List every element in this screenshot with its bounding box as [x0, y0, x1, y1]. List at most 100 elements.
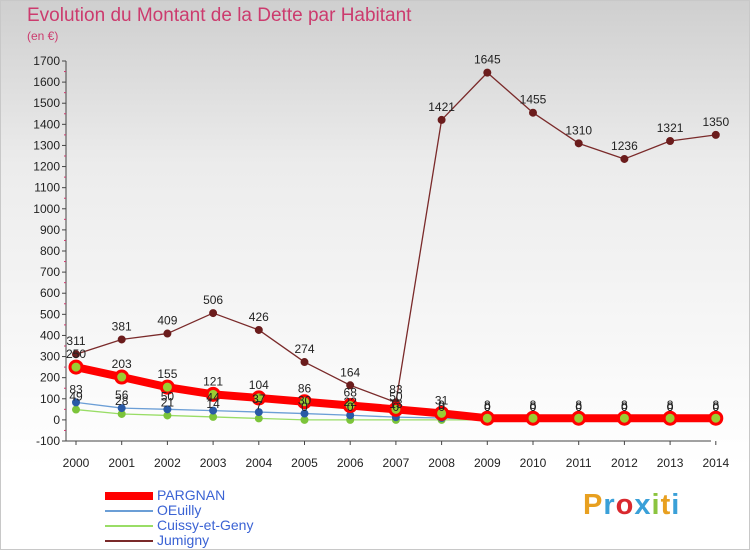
data-label-jumigny: 1310 — [565, 123, 592, 137]
x-tick-label: 2002 — [154, 456, 181, 470]
y-tick-label: 0 — [53, 413, 60, 427]
x-tick-label: 2001 — [108, 456, 135, 470]
data-label-oeuilly: 83 — [69, 382, 83, 396]
data-labels: 250 203 155 121 104 86 68 50 31 8 8 8 8 8 8 83 56 50 44 37 3… — [66, 53, 729, 414]
x-tick-label: 2010 — [520, 456, 547, 470]
data-point-pargnan — [479, 410, 495, 426]
data-label-oeuilly: 37 — [252, 392, 266, 406]
data-label-oeuilly: 0 — [484, 400, 491, 414]
y-tick-label: 700 — [40, 265, 60, 279]
data-label-pargnan: 121 — [203, 374, 223, 388]
legend-swatch — [105, 510, 153, 512]
logo-letter: r — [603, 489, 616, 521]
data-label-jumigny: 164 — [340, 365, 360, 379]
data-label-pargnan: 68 — [344, 386, 358, 400]
data-label-cuissy-et-geny: 0 — [393, 400, 400, 414]
data-label-jumigny: 1321 — [657, 121, 684, 135]
legend-swatch — [105, 540, 153, 542]
logo-letter: P — [583, 489, 604, 521]
data-label-pargnan: 8 — [667, 398, 674, 412]
y-tick-label: 600 — [40, 286, 60, 300]
data-point-jumigny — [72, 350, 80, 359]
data-point-jumigny — [574, 139, 583, 148]
data-label-oeuilly: 44 — [206, 391, 220, 405]
data-point-jumigny — [620, 154, 629, 163]
chart-subtitle: (en €) — [27, 29, 59, 43]
data-point-jumigny — [346, 381, 355, 390]
data-point-oeuilly — [209, 406, 218, 415]
x-tick-label: 2009 — [474, 456, 501, 470]
data-label-oeuilly: 50 — [161, 389, 175, 403]
data-label-cuissy-et-geny: 21 — [161, 395, 175, 409]
data-label-pargnan: 203 — [112, 357, 132, 371]
data-point-oeuilly — [300, 409, 309, 418]
y-tick-label: 1000 — [33, 202, 60, 216]
data-point-jumigny — [529, 108, 537, 117]
y-tick-label: 1600 — [33, 75, 60, 89]
x-tick-label: 2004 — [245, 456, 272, 470]
data-label-pargnan: 31 — [435, 393, 449, 407]
y-tick-label: 1300 — [33, 138, 60, 152]
data-label-oeuilly: 30 — [298, 394, 312, 408]
data-label-cuissy-et-geny: 0 — [712, 400, 719, 414]
x-tick-label: 2008 — [428, 456, 455, 470]
data-label-jumigny: 83 — [389, 382, 403, 396]
y-tick-label: 1200 — [33, 160, 60, 174]
data-label-pargnan: 8 — [530, 398, 537, 412]
data-label-oeuilly: 0 — [667, 400, 674, 414]
data-label-oeuilly: 0 — [712, 400, 719, 414]
chart-title: Evolution du Montant de la Dette par Hab… — [27, 5, 412, 26]
x-tick-label: 2012 — [611, 456, 638, 470]
y-tick-label: 1400 — [33, 117, 60, 131]
logo-letter: t — [660, 489, 672, 521]
y-tick-label: 400 — [40, 328, 60, 342]
x-tick-label: 2003 — [200, 456, 227, 470]
data-label-jumigny: 381 — [112, 319, 132, 333]
x-tick-label: 2014 — [702, 456, 729, 470]
data-point-oeuilly — [163, 405, 172, 414]
data-label-pargnan: 104 — [249, 378, 269, 392]
series-layer — [68, 68, 724, 426]
data-label-jumigny: 311 — [66, 334, 85, 348]
data-label-cuissy-et-geny: 0 — [438, 400, 445, 414]
data-label-cuissy-et-geny: 49 — [69, 390, 83, 404]
y-tick-label: 1500 — [33, 96, 60, 110]
x-tick-label: 2005 — [291, 456, 318, 470]
y-tick-label: 1100 — [34, 181, 60, 195]
legend-swatch — [105, 525, 153, 527]
data-label-pargnan: 86 — [298, 382, 312, 396]
series-line-jumigny — [75, 71, 717, 404]
data-point-jumigny — [117, 335, 126, 344]
data-label-jumigny: 426 — [249, 310, 269, 324]
data-point-pargnan — [525, 410, 541, 426]
data-point-jumigny — [209, 309, 218, 318]
data-label-oeuilly: 56 — [115, 388, 129, 402]
data-label-cuissy-et-geny: 0 — [530, 400, 537, 414]
data-point-oeuilly — [72, 398, 80, 407]
y-tick-label: 300 — [40, 350, 60, 364]
data-point-pargnan — [251, 390, 267, 406]
data-point-pargnan — [571, 410, 587, 426]
legend-label: Jumigny — [157, 532, 210, 548]
y-tick-label: 100 — [40, 392, 60, 406]
data-label-jumigny: 1455 — [520, 93, 547, 107]
data-label-pargnan: 8 — [575, 398, 582, 412]
logo-letter: x — [634, 489, 652, 521]
data-point-jumigny — [666, 137, 675, 146]
data-label-jumigny: 1350 — [702, 115, 729, 129]
logo-letter: o — [615, 489, 635, 521]
data-label-jumigny: 506 — [203, 293, 223, 307]
legend-label: OEuilly — [157, 502, 202, 518]
data-label-oeuilly: 13 — [389, 397, 403, 411]
data-point-pargnan — [114, 369, 130, 385]
data-label-cuissy-et-geny: 0 — [621, 400, 628, 414]
data-label-cuissy-et-geny: 0 — [484, 400, 491, 414]
data-label-pargnan: 250 — [66, 347, 86, 361]
data-label-pargnan: 8 — [621, 398, 628, 412]
logo-letter: i — [671, 489, 681, 521]
y-tick-label: 900 — [40, 223, 60, 237]
data-label-oeuilly: 9 — [438, 398, 445, 412]
data-point-pargnan — [434, 405, 450, 421]
